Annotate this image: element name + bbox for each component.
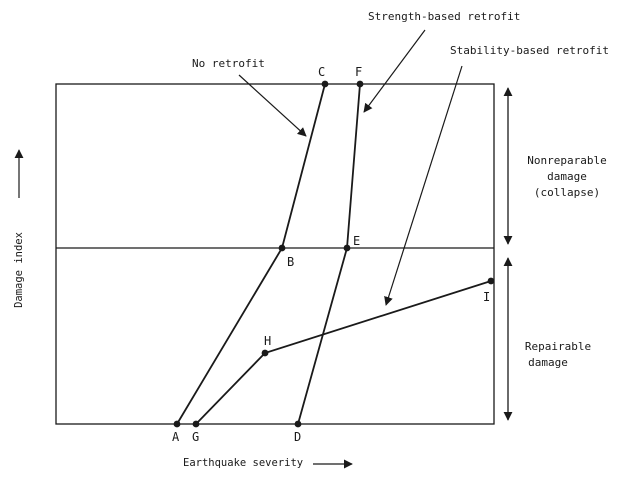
point-h-marker — [261, 349, 269, 357]
no-retrofit-label: No retrofit — [192, 57, 265, 70]
point-f-label: F — [355, 65, 362, 79]
point-e-marker — [343, 244, 351, 252]
point-b-marker — [278, 244, 286, 252]
stability-retrofit-label: Stability-based retrofit — [450, 44, 609, 57]
point-b-label: B — [287, 255, 294, 269]
repairable-zone-label-line1: Repairable — [525, 340, 591, 353]
point-a-marker — [173, 420, 181, 428]
strength-retrofit-curve — [297, 83, 361, 425]
strength-retrofit-arrow — [363, 29, 426, 113]
point-c-label: C — [318, 65, 325, 79]
point-e-label: E — [353, 234, 360, 248]
point-g-marker — [192, 420, 200, 428]
point-c-marker — [321, 80, 329, 88]
nonreparable-zone-label-line1: Nonreparable — [527, 154, 606, 167]
no-retrofit-arrow — [238, 74, 307, 137]
point-i-marker — [487, 277, 495, 285]
point-h-label: H — [264, 334, 271, 348]
point-d-marker — [294, 420, 302, 428]
stability-retrofit-curve — [195, 280, 492, 425]
nonreparable-zone-label-line2: damage — [547, 170, 587, 183]
strength-retrofit-label: Strength-based retrofit — [368, 10, 520, 23]
x-axis-label: Earthquake severity — [183, 457, 303, 469]
plot-frame — [55, 83, 495, 425]
point-g-label: G — [192, 430, 199, 444]
no-retrofit-curve — [176, 83, 326, 425]
stability-retrofit-arrow — [384, 65, 463, 306]
point-f-marker — [356, 80, 364, 88]
point-a-label: A — [172, 430, 180, 444]
point-d-label: D — [294, 430, 301, 444]
y-axis-label: Damage index — [13, 232, 25, 308]
repairable-zone-label-line2: damage — [528, 356, 568, 369]
nonreparable-zone-label-line3: (collapse) — [534, 186, 600, 199]
point-i-label: I — [483, 290, 490, 304]
